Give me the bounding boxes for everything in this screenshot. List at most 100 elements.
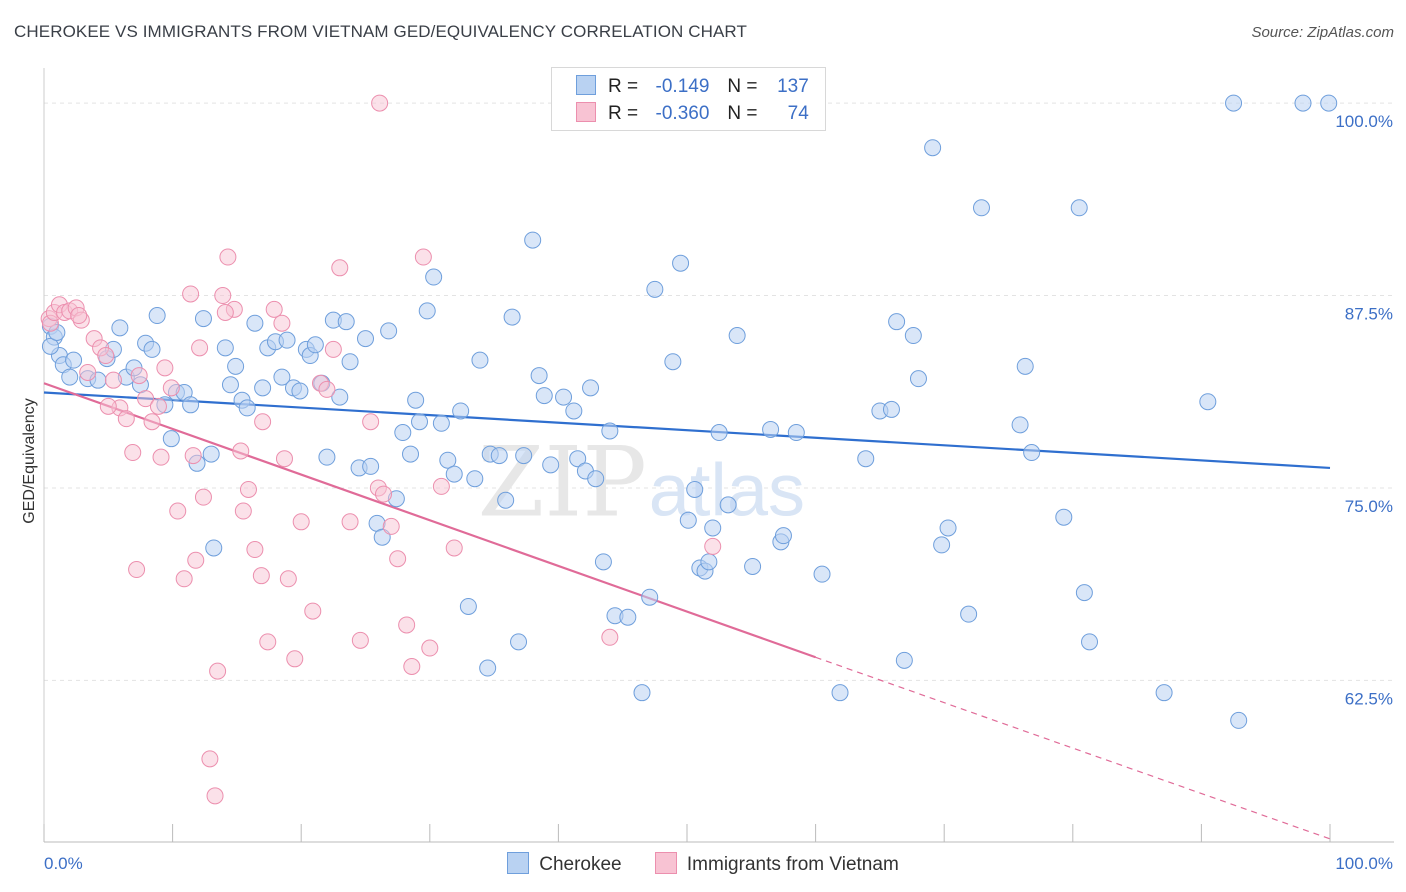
point-vietnam xyxy=(209,662,227,680)
point-cherokee xyxy=(704,519,722,537)
point-cherokee xyxy=(1155,684,1173,702)
point-vietnam xyxy=(156,359,174,377)
point-cherokee xyxy=(700,553,718,571)
point-cherokee xyxy=(362,457,380,475)
point-cherokee xyxy=(1016,357,1034,375)
point-cherokee xyxy=(524,231,542,249)
legend-r-value: -0.149 xyxy=(655,76,710,97)
gridlines xyxy=(44,102,1394,681)
point-vietnam xyxy=(169,502,187,520)
point-cherokee xyxy=(380,322,398,340)
point-cherokee xyxy=(407,391,425,409)
trend-line-vietnam-extension xyxy=(815,656,1331,840)
point-cherokee xyxy=(510,633,528,651)
point-vietnam xyxy=(704,537,722,555)
point-cherokee xyxy=(471,351,489,369)
point-cherokee xyxy=(182,396,200,414)
point-vietnam xyxy=(371,94,389,112)
point-cherokee xyxy=(1081,633,1099,651)
point-cherokee xyxy=(194,310,212,328)
point-vietnam xyxy=(162,379,180,397)
point-vietnam xyxy=(286,650,304,668)
point-cherokee xyxy=(254,379,272,397)
point-cherokee xyxy=(357,330,374,348)
series-swatch-cherokee xyxy=(507,852,530,874)
point-vietnam xyxy=(279,570,297,588)
point-vietnam xyxy=(216,303,234,321)
point-vietnam xyxy=(414,248,432,266)
point-cherokee xyxy=(619,608,637,626)
point-cherokee xyxy=(432,414,450,432)
point-cherokee xyxy=(1294,94,1312,112)
point-cherokee xyxy=(65,351,83,369)
y-tick-label: 100.0% xyxy=(1335,112,1393,131)
point-cherokee xyxy=(238,399,256,417)
point-vietnam xyxy=(259,633,277,651)
legend-n-value: 137 xyxy=(777,76,809,97)
legend-n-value: 74 xyxy=(787,103,809,124)
point-vietnam xyxy=(187,551,205,569)
legend-r-value: -0.360 xyxy=(655,103,710,124)
y-axis-label: GED/Equivalency xyxy=(21,398,38,523)
data-points xyxy=(40,94,1338,805)
watermark: ZIP atlas xyxy=(478,427,805,539)
point-cherokee xyxy=(61,368,79,386)
point-vietnam xyxy=(362,413,380,431)
point-vietnam xyxy=(265,300,283,318)
point-vietnam xyxy=(194,488,212,506)
point-cherokee xyxy=(646,280,664,298)
legend-swatch-cherokee xyxy=(576,75,596,95)
series-swatch-vietnam xyxy=(654,852,677,874)
series-label-cherokee: Cherokee xyxy=(539,854,622,875)
point-vietnam xyxy=(219,248,237,266)
point-vietnam xyxy=(273,314,291,332)
point-cherokee xyxy=(679,511,697,529)
point-cherokee xyxy=(402,445,420,463)
point-cherokee xyxy=(719,496,737,514)
watermark-atlas: atlas xyxy=(649,449,805,532)
point-cherokee xyxy=(246,314,264,332)
point-cherokee xyxy=(831,684,849,702)
point-cherokee xyxy=(569,450,587,468)
point-cherokee xyxy=(1075,584,1093,602)
point-cherokee xyxy=(641,588,659,606)
point-cherokee xyxy=(479,659,497,677)
point-cherokee xyxy=(710,424,728,442)
point-cherokee xyxy=(1023,444,1041,462)
point-vietnam xyxy=(214,287,232,305)
point-cherokee xyxy=(672,254,690,272)
correlation-legend: R = -0.149 N = 137 R = -0.360 N = 74 xyxy=(551,67,826,131)
point-vietnam xyxy=(184,447,202,465)
point-vietnam xyxy=(232,442,250,460)
point-cherokee xyxy=(41,337,59,355)
y-tick-label: 62.5% xyxy=(1345,689,1393,708)
point-cherokee xyxy=(565,402,583,420)
legend-row-cherokee: R = -0.149 N = 137 xyxy=(576,75,809,99)
point-vietnam xyxy=(149,397,167,415)
point-vietnam xyxy=(124,444,142,462)
point-vietnam xyxy=(292,513,310,531)
point-cherokee xyxy=(744,557,762,575)
point-vietnam xyxy=(117,410,135,428)
point-cherokee xyxy=(601,422,619,440)
point-cherokee xyxy=(318,448,336,466)
watermark-zip: ZIP xyxy=(478,427,647,539)
point-vietnam xyxy=(432,477,450,495)
point-cherokee xyxy=(1320,94,1338,112)
point-vietnam xyxy=(351,631,369,649)
point-cherokee xyxy=(202,445,220,463)
point-cherokee xyxy=(490,447,508,465)
legend-r-label: R = xyxy=(608,103,639,124)
x-tick-label: 0.0% xyxy=(44,854,83,873)
point-cherokee xyxy=(530,367,548,385)
point-cherokee xyxy=(216,339,234,357)
point-cherokee xyxy=(273,368,291,386)
series-legend: Cherokee Immigrants from Vietnam xyxy=(0,852,1406,876)
point-vietnam xyxy=(206,787,224,805)
point-cherokee xyxy=(1230,711,1248,729)
point-vietnam xyxy=(97,347,115,365)
point-vietnam xyxy=(389,550,407,568)
legend-n-label: N = xyxy=(727,103,758,124)
point-cherokee xyxy=(111,319,129,337)
chart-title: CHEROKEE VS IMMIGRANTS FROM VIETNAM GED/… xyxy=(14,22,747,41)
